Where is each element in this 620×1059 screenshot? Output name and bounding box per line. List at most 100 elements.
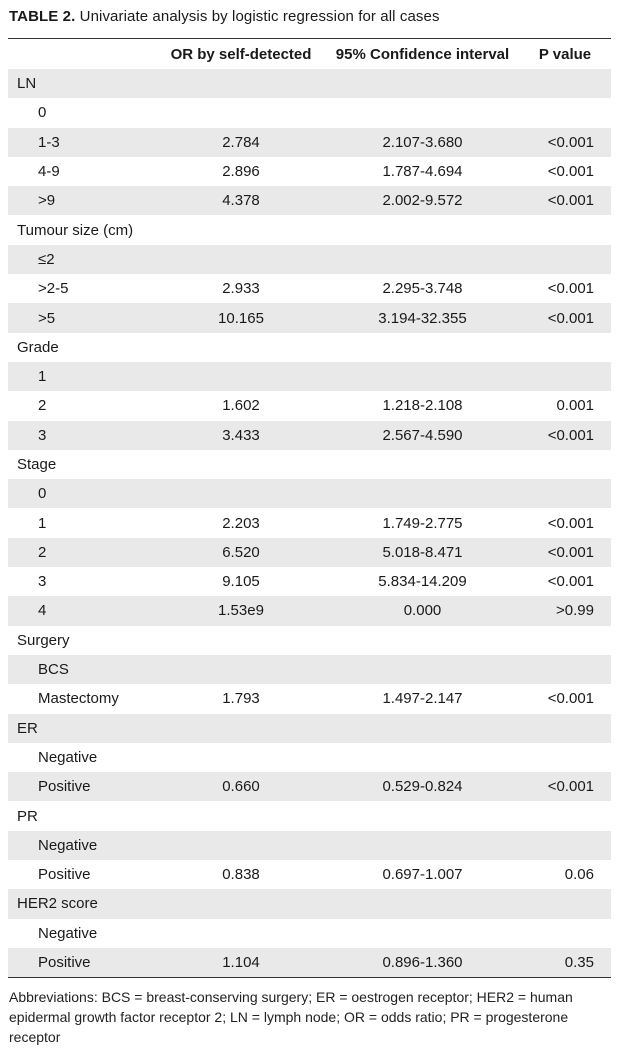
p-value-cell: <0.001: [547, 163, 594, 181]
p-value-cell: [519, 830, 611, 861]
table-row: 0: [8, 98, 611, 127]
row-label: Positive: [8, 772, 156, 802]
table-row: 4 1.53e9 0.000 >0.99: [8, 596, 611, 626]
confidence-interval-cell: [326, 830, 519, 861]
odds-ratio-cell: [156, 244, 326, 275]
table-row: >5 10.165 3.194-32.355 <0.001: [8, 303, 611, 333]
odds-ratio-cell: 0.838: [222, 866, 260, 884]
confidence-interval-cell: [326, 479, 519, 509]
odds-ratio-cell: 1.793: [222, 690, 260, 708]
confidence-interval-cell: 5.834-14.209: [378, 573, 467, 591]
row-label: >2-5: [38, 280, 69, 298]
group-row: HER2 score: [8, 889, 611, 919]
p-value-cell: <0.001: [547, 690, 594, 708]
confidence-interval-cell: [326, 743, 519, 772]
header-variable: [8, 39, 156, 69]
odds-ratio-cell: [156, 361, 326, 392]
p-value-cell: [519, 244, 611, 275]
table-row: 3 9.105 5.834-14.209 <0.001: [8, 567, 611, 596]
group-row: LN: [8, 69, 611, 99]
table-number: TABLE 2.: [9, 8, 76, 25]
header-confidence-interval: 95% Confidence interval: [335, 45, 510, 63]
odds-ratio-cell: 2.896: [222, 163, 260, 181]
results-table: OR by self-detected 95% Confidence inter…: [8, 39, 611, 978]
confidence-interval-cell: 2.002-9.572: [326, 186, 519, 216]
row-label: 4-9: [38, 163, 60, 181]
odds-ratio-cell: 4.378: [156, 186, 326, 216]
table-row: >9 4.378 2.002-9.572 <0.001: [8, 186, 611, 216]
confidence-interval-cell: [326, 69, 519, 99]
row-label: BCS: [8, 654, 156, 685]
p-value-cell: [519, 801, 611, 830]
p-value-cell: [519, 69, 611, 99]
table-row: Positive 0.660 0.529-0.824 <0.001: [8, 772, 611, 802]
p-value-cell: [519, 333, 611, 362]
row-label: Negative: [8, 830, 156, 861]
top-rule: [8, 38, 611, 39]
row-label: 3: [38, 573, 47, 591]
bottom-rule: [8, 977, 611, 979]
row-label: 1-3: [8, 127, 156, 157]
p-value-cell: >0.99: [519, 596, 611, 626]
confidence-interval-cell: 1.218-2.108: [382, 397, 463, 415]
p-value-cell: <0.001: [519, 772, 611, 802]
table-row: Positive 0.838 0.697-1.007 0.06: [8, 860, 611, 889]
p-value-cell: 0.001: [556, 397, 594, 415]
odds-ratio-cell: [156, 830, 326, 861]
confidence-interval-cell: 1.749-2.775: [382, 514, 463, 532]
table-row: 1-3 2.784 2.107-3.680 <0.001: [8, 127, 611, 157]
confidence-interval-cell: 0.697-1.007: [382, 866, 463, 884]
confidence-interval-cell: 1.787-4.694: [382, 163, 463, 181]
row-label: Negative: [38, 748, 98, 766]
row-label: Mastectomy: [38, 690, 119, 708]
row-label: 1: [8, 361, 156, 392]
header-odds-ratio: OR by self-detected: [170, 45, 312, 63]
odds-ratio-cell: 10.165: [156, 303, 326, 333]
p-value-cell: <0.001: [519, 127, 611, 157]
confidence-interval-cell: 2.295-3.748: [382, 280, 463, 298]
footnote: Abbreviations: BCS = breast-conserving s…: [9, 989, 573, 1045]
p-value-cell: [519, 919, 611, 948]
row-label: 2: [38, 397, 47, 415]
table-row: >2-5 2.933 2.295-3.748 <0.001: [8, 274, 611, 303]
confidence-interval-cell: [326, 215, 519, 244]
p-value-cell: <0.001: [519, 186, 611, 216]
table-row: Negative: [8, 830, 611, 861]
row-label: 4: [8, 596, 156, 626]
p-value-cell: [519, 98, 611, 127]
odds-ratio-cell: [156, 479, 326, 509]
confidence-interval-cell: [326, 333, 519, 362]
group-row: Tumour size (cm): [8, 215, 611, 244]
odds-ratio-cell: 1.104: [156, 947, 326, 978]
table-row: 0: [8, 479, 611, 509]
group-label: ER: [8, 713, 156, 743]
p-value-cell: <0.001: [547, 573, 594, 591]
confidence-interval-cell: 0.896-1.360: [326, 947, 519, 978]
odds-ratio-cell: 1.53e9: [156, 596, 326, 626]
confidence-interval-cell: [326, 361, 519, 392]
p-value-cell: [519, 215, 611, 244]
confidence-interval-cell: 2.567-4.590: [326, 420, 519, 450]
results-table-container: OR by self-detected 95% Confidence inter…: [8, 38, 611, 979]
table-row: Positive 1.104 0.896-1.360 0.35: [8, 947, 611, 978]
confidence-interval-cell: 0.000: [326, 596, 519, 626]
group-row: PR: [8, 801, 611, 830]
odds-ratio-cell: [156, 713, 326, 743]
row-label: 1: [38, 514, 47, 532]
row-label: 2: [8, 537, 156, 568]
row-label: 3: [8, 420, 156, 450]
table-row: Mastectomy 1.793 1.497-2.147 <0.001: [8, 684, 611, 713]
table-body: LN 0 1-3 2.784 2.107-3.680 <0.001 4-9 2.896 1.78…: [8, 69, 611, 978]
p-value-cell: <0.001: [547, 514, 594, 532]
row-label: Positive: [8, 947, 156, 978]
odds-ratio-cell: [156, 215, 326, 244]
table-row: ≤2: [8, 244, 611, 275]
table-row: Negative: [8, 919, 611, 948]
group-row: ER: [8, 713, 611, 743]
p-value-cell: <0.001: [519, 303, 611, 333]
confidence-interval-cell: 5.018-8.471: [326, 537, 519, 568]
table-row: 1 2.203 1.749-2.775 <0.001: [8, 508, 611, 537]
odds-ratio-cell: [156, 626, 326, 655]
odds-ratio-cell: 3.433: [156, 420, 326, 450]
confidence-interval-cell: [326, 801, 519, 830]
